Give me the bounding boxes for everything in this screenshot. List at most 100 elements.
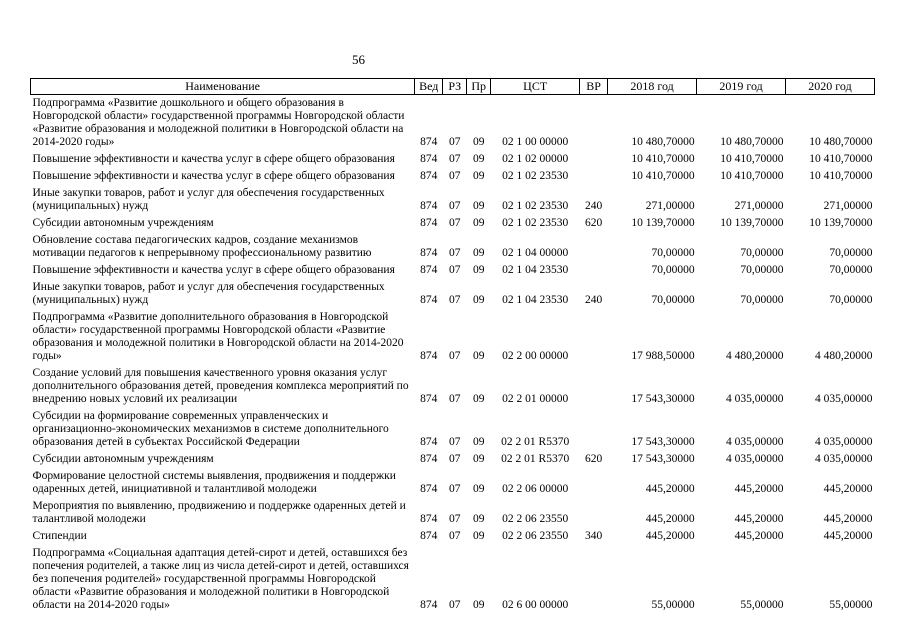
cell-y2020: 55,00000	[829, 599, 873, 611]
cell-pr: 09	[472, 247, 485, 259]
cell-cst: 02 1 04 00000	[502, 247, 569, 259]
cell-cst: 02 2 00 00000	[502, 350, 569, 362]
cell-y2019: 4 480,20000	[726, 350, 784, 362]
cell-name: Стипендии	[32, 530, 87, 542]
cell-y2020: 10 410,70000	[809, 153, 873, 165]
cell-name: Подпрограмма «Развитие дополнительного о…	[32, 311, 404, 362]
cell-ved: 874	[420, 393, 438, 405]
cell-name: Создание условий для повышения качествен…	[32, 367, 409, 405]
cell-name: Обновление состава педагогических кадров…	[32, 234, 372, 259]
cell-name: Субсидии автономным учреждениям	[32, 453, 214, 465]
cell-cst: 02 2 06 23550	[502, 530, 569, 542]
cell-cst: 02 1 04 23530	[502, 264, 569, 276]
cell-name: Повышение эффективности и качества услуг…	[32, 153, 395, 165]
cell-rz: 07	[448, 200, 461, 212]
column-header-ved: Вед	[414, 78, 444, 95]
cell-vr	[580, 365, 608, 408]
cell-y2018: 10 410,70000	[631, 153, 695, 165]
cell-y2020: 10 480,70000	[809, 136, 873, 148]
cell-cst: 02 2 01 R5370	[501, 436, 570, 448]
cell-y2020: 10 410,70000	[809, 170, 873, 182]
table-row: Подпрограмма «Социальная адаптация детей…	[31, 545, 875, 614]
cell-y2020: 70,00000	[829, 247, 873, 259]
cell-y2019: 70,00000	[740, 264, 784, 276]
cell-ved: 874	[420, 170, 438, 182]
table-row: Субсидии на формирование современных упр…	[31, 408, 875, 451]
cell-y2019: 70,00000	[740, 247, 784, 259]
cell-cst: 02 1 02 23530	[502, 200, 569, 212]
cell-y2020: 445,20000	[823, 483, 873, 495]
cell-rz: 07	[448, 350, 461, 362]
cell-rz: 07	[448, 170, 461, 182]
table-row: Подпрограмма «Развитие дополнительного о…	[31, 309, 875, 365]
cell-rz: 07	[448, 153, 461, 165]
cell-name: Мероприятия по выявлению, продвижению и …	[32, 500, 406, 525]
cell-y2020: 445,20000	[823, 513, 873, 525]
cell-pr: 09	[472, 530, 485, 542]
cell-pr: 09	[472, 294, 485, 306]
cell-y2019: 10 139,70000	[720, 217, 784, 229]
cell-y2020: 445,20000	[823, 530, 873, 542]
cell-y2019: 4 035,00000	[726, 393, 784, 405]
cell-ved: 874	[420, 200, 438, 212]
cell-y2019: 10 410,70000	[720, 170, 784, 182]
table-row: Повышение эффективности и качества услуг…	[31, 168, 875, 185]
cell-cst: 02 1 02 23530	[502, 170, 569, 182]
cell-y2019: 445,20000	[734, 530, 784, 542]
cell-pr: 09	[472, 217, 485, 229]
cell-ved: 874	[420, 247, 438, 259]
budget-table: Наименование Вед РЗ Пр ЦСТ ВР 2018 год 2019 год…	[29, 78, 875, 614]
cell-pr: 09	[472, 599, 485, 611]
cell-name: Иные закупки товаров, работ и услуг для …	[32, 281, 385, 306]
cell-vr	[580, 468, 608, 498]
cell-cst: 02 1 02 00000	[502, 153, 569, 165]
cell-y2018: 445,20000	[645, 483, 695, 495]
column-header-name: Наименование	[29, 78, 416, 95]
table-row: Иные закупки товаров, работ и услуг для …	[31, 185, 875, 215]
cell-y2018: 70,00000	[651, 264, 695, 276]
cell-y2018: 445,20000	[645, 530, 695, 542]
cell-pr: 09	[472, 136, 485, 148]
cell-pr: 09	[472, 200, 485, 212]
cell-pr: 09	[472, 350, 485, 362]
cell-ved: 874	[420, 530, 438, 542]
cell-y2020: 70,00000	[829, 294, 873, 306]
cell-y2019: 4 035,00000	[726, 436, 784, 448]
cell-cst: 02 1 00 00000	[502, 136, 569, 148]
cell-rz: 07	[448, 513, 461, 525]
cell-y2018: 10 139,70000	[631, 217, 695, 229]
cell-y2019: 271,00000	[734, 200, 784, 212]
cell-vr	[580, 309, 608, 365]
column-header-rz: РЗ	[442, 78, 468, 95]
cell-ved: 874	[420, 136, 438, 148]
cell-name: Субсидии на формирование современных упр…	[32, 410, 389, 448]
cell-y2018: 17 543,30000	[631, 453, 695, 465]
cell-vr: 240	[585, 294, 603, 306]
cell-cst: 02 2 06 00000	[502, 483, 569, 495]
cell-vr	[580, 262, 608, 279]
cell-vr	[580, 498, 608, 528]
table-row: Субсидии автономным учреждениям 874 07 09 02…	[31, 215, 875, 232]
cell-rz: 07	[448, 136, 461, 148]
cell-vr	[580, 232, 608, 262]
cell-y2018: 17 543,30000	[631, 436, 695, 448]
cell-y2019: 4 035,00000	[726, 453, 784, 465]
cell-cst: 02 1 02 23530	[502, 217, 569, 229]
cell-y2018: 70,00000	[651, 247, 695, 259]
cell-ved: 874	[420, 513, 438, 525]
cell-pr: 09	[472, 393, 485, 405]
cell-vr: 240	[585, 200, 603, 212]
cell-pr: 09	[472, 264, 485, 276]
table-row: Мероприятия по выявлению, продвижению и …	[31, 498, 875, 528]
cell-y2018: 17 543,30000	[631, 393, 695, 405]
cell-rz: 07	[448, 453, 461, 465]
column-header-pr: Пр	[466, 78, 492, 95]
cell-y2020: 4 035,00000	[815, 436, 873, 448]
cell-y2020: 4 035,00000	[815, 393, 873, 405]
table-row: Субсидии автономным учреждениям 874 07 09 02…	[31, 451, 875, 468]
column-header-vr: ВР	[579, 78, 609, 95]
cell-name: Субсидии автономным учреждениям	[32, 217, 214, 229]
cell-rz: 07	[448, 217, 461, 229]
cell-rz: 07	[448, 264, 461, 276]
